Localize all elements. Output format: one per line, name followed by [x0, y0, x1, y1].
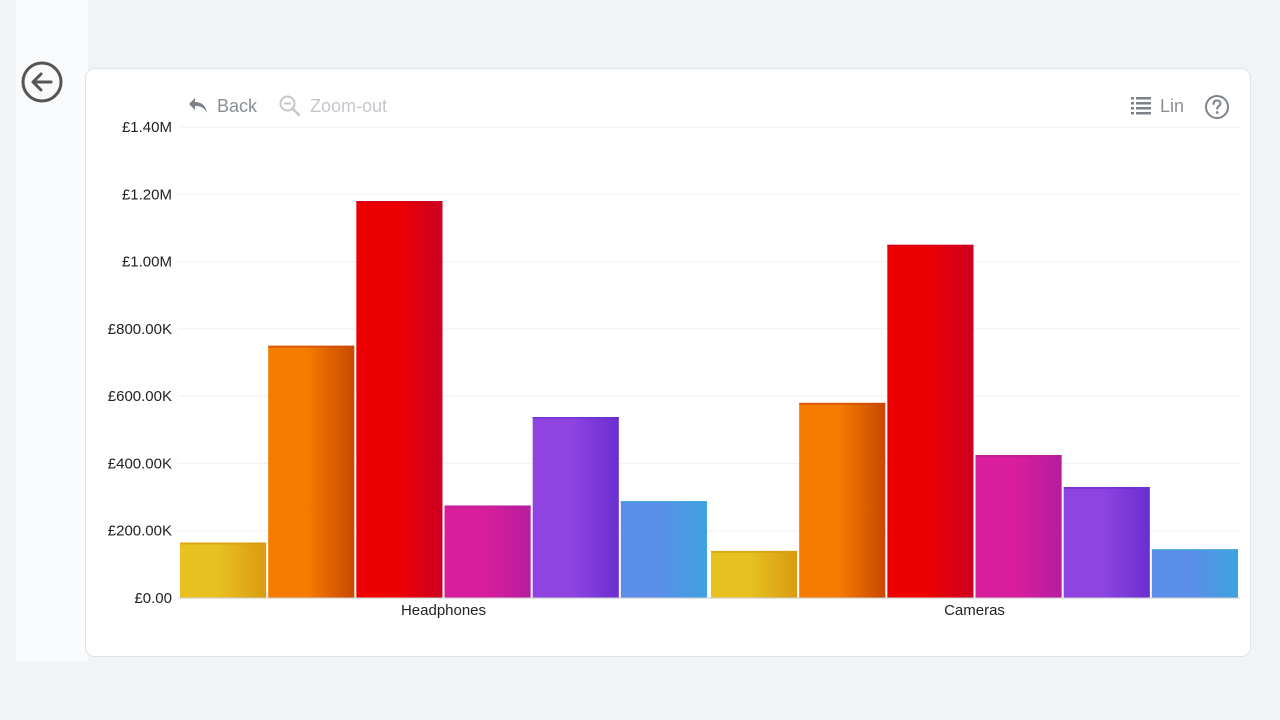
bar-top-edge [799, 402, 886, 405]
x-category-label: Cameras [944, 602, 1005, 619]
bar[interactable] [180, 542, 267, 598]
x-category-label: Headphones [401, 602, 486, 619]
bars [180, 201, 1238, 598]
question-circle-icon [1205, 95, 1229, 119]
y-tick-label: £200.00K [108, 523, 172, 540]
zoom-out-button[interactable]: Zoom-out [278, 93, 387, 119]
bar-top-edge [532, 417, 619, 420]
nav-back-button[interactable] [20, 60, 64, 104]
bar[interactable] [268, 345, 355, 598]
scale-toggle-button[interactable]: Lin [1130, 93, 1184, 119]
y-tick-label: £1.00M [122, 254, 172, 271]
bar-top-edge [975, 455, 1062, 458]
bar[interactable] [532, 417, 619, 598]
bar[interactable] [1063, 486, 1150, 598]
side-panel [16, 0, 88, 662]
zoom-out-label: Zoom-out [310, 95, 388, 116]
bar-top-edge [268, 345, 355, 348]
back-button[interactable]: Back [187, 93, 257, 119]
y-tick-label: £800.00K [108, 321, 172, 338]
circle-arrow-left-icon [21, 61, 63, 103]
y-tick-label: £1.20M [122, 186, 172, 203]
back-label: Back [217, 95, 258, 116]
bar[interactable] [887, 244, 974, 598]
scale-label: Lin [1160, 95, 1185, 116]
undo-arrow-icon [189, 98, 207, 113]
y-tick-label: £1.40M [122, 119, 172, 136]
bar-top-edge [620, 501, 707, 504]
bar-top-edge [711, 550, 798, 553]
bar[interactable] [711, 550, 798, 598]
bar[interactable] [975, 455, 1062, 598]
x-axis: Headphones Cameras [178, 597, 1240, 619]
grid-lines [178, 126, 1240, 532]
bar-top-edge [887, 244, 974, 247]
bar-top-edge [1063, 486, 1150, 489]
magnifier-minus-icon [279, 95, 301, 117]
help-button[interactable] [1204, 94, 1230, 120]
bar-top-edge [444, 505, 531, 508]
list-lines-icon [1131, 97, 1151, 115]
bar-top-edge [356, 201, 443, 204]
y-tick-label: £400.00K [108, 455, 172, 472]
bar-top-edge [180, 542, 267, 545]
bar[interactable] [444, 505, 531, 598]
bar[interactable] [620, 501, 707, 598]
y-axis: £0.00 £200.00K £400.00K £600.00K £800.00K £1.… [108, 119, 172, 607]
y-tick-label: £600.00K [108, 388, 172, 405]
y-tick-label: £0.00 [134, 590, 172, 607]
bar[interactable] [356, 201, 443, 598]
bar-top-edge [1151, 549, 1238, 552]
bar[interactable] [799, 402, 886, 598]
bar[interactable] [1151, 549, 1238, 598]
